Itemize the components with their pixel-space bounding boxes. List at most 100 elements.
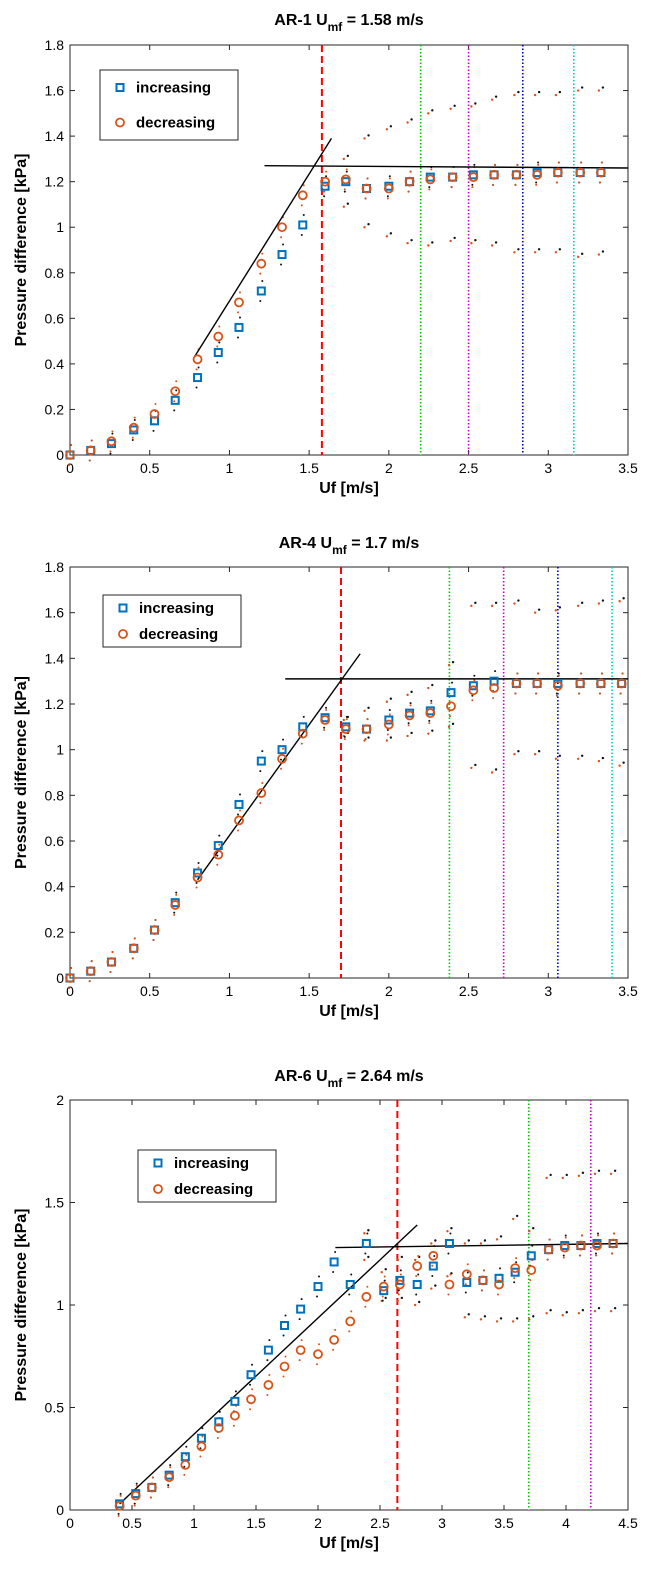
- fluctuation-point: [414, 1258, 417, 1262]
- fluctuation-point: [474, 102, 477, 105]
- decreasing-point: [256, 258, 267, 269]
- chart-title-value: = 1.58 m/s: [342, 12, 423, 29]
- fluctuation-point: [513, 602, 516, 605]
- spread-point: [298, 1318, 301, 1321]
- spread-point: [259, 272, 262, 275]
- spread-point: [471, 694, 474, 697]
- fluctuation-point: [537, 608, 541, 611]
- fit-line: [335, 1242, 629, 1249]
- fluctuation-point: [451, 660, 455, 664]
- increasing-point: [296, 1304, 306, 1314]
- spread-point: [535, 181, 538, 184]
- spread-point: [388, 177, 391, 180]
- spread-point: [280, 758, 283, 761]
- spread-point: [183, 1473, 186, 1476]
- spread-point: [234, 1390, 237, 1393]
- decreasing-point: [234, 297, 244, 308]
- chart-title-subscript: mf: [328, 20, 344, 34]
- fluctuation-point: [385, 128, 389, 131]
- fluctuation-point: [410, 731, 413, 735]
- spread-point: [302, 213, 305, 216]
- x-tick-label: 2: [385, 460, 393, 476]
- increasing-point: [510, 1267, 520, 1277]
- spread-point: [325, 706, 328, 709]
- fluctuation-point: [396, 1258, 400, 1262]
- fluctuation-point: [483, 1239, 487, 1242]
- spread-point: [259, 300, 262, 302]
- legend-marker-increasing: [118, 603, 128, 613]
- increasing-point: [234, 322, 244, 332]
- fluctuation-point: [389, 232, 393, 235]
- spread-point: [169, 1464, 172, 1467]
- decreasing-point: [383, 719, 394, 730]
- decreasing-point: [114, 1501, 125, 1511]
- spread-point: [261, 750, 264, 753]
- spread-point: [345, 170, 348, 173]
- fluctuation-point: [447, 663, 451, 667]
- x-tick-label: 2: [385, 983, 393, 999]
- fluctuation-point: [609, 1172, 613, 1176]
- fluctuation-point: [434, 1239, 437, 1242]
- spread-point: [595, 1252, 597, 1255]
- increasing-point: [213, 348, 223, 357]
- spread-point: [430, 168, 433, 171]
- fluctuation-point: [470, 766, 473, 770]
- spread-point: [364, 197, 367, 200]
- legend-label: increasing: [174, 1155, 249, 1172]
- y-tick-label: 1: [56, 742, 64, 758]
- spread-point: [399, 1269, 402, 1272]
- decreasing-point: [295, 1345, 306, 1355]
- fluctuation-point: [577, 1312, 581, 1315]
- decreasing-point: [575, 167, 586, 178]
- spread-point: [409, 704, 412, 707]
- decreasing-point: [106, 436, 117, 447]
- fluctuation-point: [467, 1313, 470, 1316]
- spread-point: [218, 341, 221, 344]
- fluctuation-point: [576, 255, 580, 259]
- decreasing-point: [468, 172, 479, 183]
- x-tick-label: 2.5: [459, 460, 479, 476]
- decreasing-point: [85, 445, 96, 456]
- fluctuation-point: [389, 697, 393, 700]
- fluctuation-point: [430, 1242, 433, 1245]
- spread-point: [302, 715, 305, 718]
- fluctuation-point: [470, 241, 473, 245]
- spread-point: [195, 386, 198, 389]
- decreasing-point: [320, 715, 330, 725]
- spread-point: [218, 325, 221, 328]
- decreasing-point: [552, 680, 563, 691]
- fluctuation-point: [451, 722, 455, 726]
- spread-point: [598, 692, 601, 695]
- fluctuation-point: [427, 244, 430, 247]
- fluctuation-point: [618, 600, 621, 603]
- fluctuation-point: [342, 205, 346, 208]
- fluctuation-point: [346, 202, 350, 205]
- increasing-point: [329, 1257, 339, 1267]
- increasing-point: [277, 250, 287, 260]
- spread-point: [175, 893, 178, 896]
- spread-point: [117, 1512, 120, 1515]
- spread-point: [578, 1254, 581, 1257]
- spread-point: [399, 1273, 402, 1276]
- fluctuation-point: [515, 1317, 519, 1320]
- x-tick-label: 3: [438, 1515, 446, 1531]
- spread-point: [111, 432, 114, 435]
- spread-point: [318, 1343, 320, 1346]
- chart-title: AR-1 Umf = 1.58 m/s: [274, 12, 424, 34]
- spread-point: [407, 722, 410, 725]
- spread-point: [428, 186, 431, 189]
- spread-point: [236, 336, 239, 339]
- fluctuation-point: [558, 606, 562, 609]
- spread-point: [325, 170, 328, 173]
- spread-point: [268, 1373, 271, 1376]
- fluctuation-point: [479, 1318, 483, 1321]
- fluctuation-point: [490, 98, 494, 101]
- decreasing-point: [320, 176, 330, 187]
- spread-point: [199, 1447, 202, 1450]
- spread-point: [334, 1250, 337, 1253]
- spread-point: [537, 161, 540, 164]
- y-tick-label: 0.5: [45, 1400, 65, 1416]
- fluctuation-point: [363, 1258, 366, 1262]
- spread-point: [494, 670, 497, 673]
- increasing-point: [213, 841, 223, 851]
